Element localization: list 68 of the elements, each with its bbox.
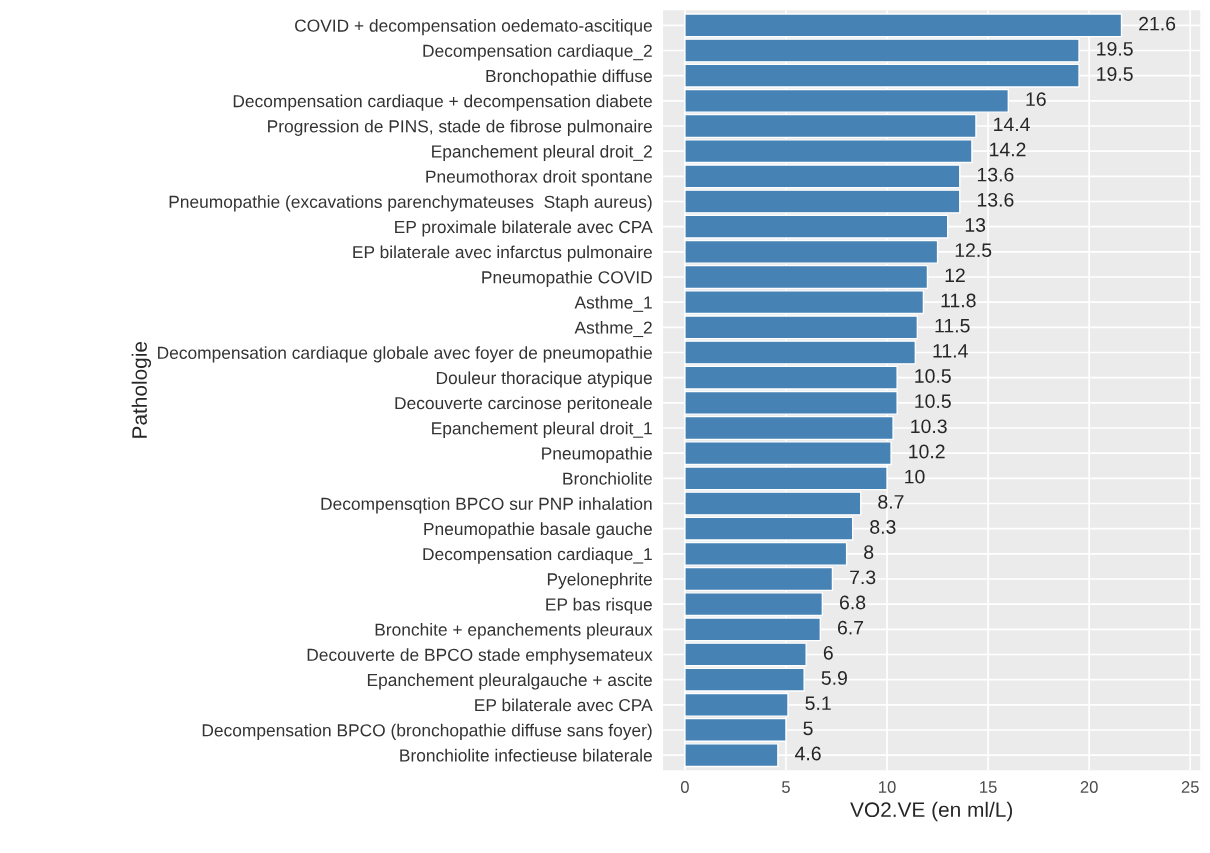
y-tick-label: Decompensation cardiaque + decompensation diabete bbox=[233, 94, 652, 111]
y-tick-label: Asthme_1 bbox=[574, 295, 652, 312]
x-axis-title: VO2.VE (en ml/L) bbox=[850, 801, 1013, 822]
y-tick-label: Decouverte de BPCO stade emphysemateux bbox=[307, 648, 653, 665]
y-tick-label: Pneumothorax droit spontane bbox=[426, 170, 652, 187]
data-label: 10.5 bbox=[915, 394, 951, 409]
y-tick-label: Bronchiolite infectieuse bilaterale bbox=[400, 748, 652, 762]
data-label: 11.8 bbox=[941, 293, 976, 308]
data-label: 16 bbox=[1026, 92, 1046, 107]
x-tick-label: 5 bbox=[782, 781, 790, 793]
y-tick-label: Decompensqtion BPCO sur PNP inhalation bbox=[321, 497, 652, 514]
y-tick-label: Epanchement pleuralgauche + ascite bbox=[367, 673, 652, 690]
y-tick-label: EP bilaterale avec CPA bbox=[475, 698, 653, 712]
y-axis-title: Pathologie bbox=[131, 341, 152, 438]
data-label: 10.5 bbox=[915, 369, 951, 383]
x-tick-label: 25 bbox=[1181, 781, 1199, 793]
y-tick-label: Bronchopathie diffuse bbox=[486, 69, 652, 86]
y-tick-label: Progression de PINS, stade de fibrose pulmonaire bbox=[268, 119, 652, 136]
data-label: 21.6 bbox=[1139, 16, 1176, 31]
data-label: 12.5 bbox=[955, 243, 992, 258]
data-label: 5.9 bbox=[821, 671, 847, 685]
data-label: 10.3 bbox=[911, 419, 947, 434]
y-tick-label: Decouverte carcinose peritoneale bbox=[395, 396, 652, 413]
data-label: 10 bbox=[905, 469, 925, 484]
data-label: 13.6 bbox=[977, 167, 1014, 182]
y-tick-label: Pneumopathie (excavations parenchymateuses Staph aureus) bbox=[169, 195, 652, 212]
data-label: 13.6 bbox=[977, 192, 1014, 207]
y-tick-label: Epanchement pleural droit_2 bbox=[432, 144, 652, 162]
x-tick-label: 0 bbox=[680, 781, 689, 793]
data-label: 13 bbox=[965, 218, 986, 232]
x-tick-label: 15 bbox=[980, 781, 997, 793]
y-tick-label: Decompensation cardiaque_1 bbox=[423, 547, 652, 564]
y-tick-label: Decompensation cardiaque_2 bbox=[423, 44, 652, 61]
data-label: 14.2 bbox=[990, 142, 1026, 157]
data-label: 8 bbox=[864, 545, 874, 560]
data-label: 8.7 bbox=[878, 494, 904, 509]
x-tick-label: 20 bbox=[1080, 781, 1098, 793]
y-tick-label: EP proximale bilaterale avec CPA bbox=[395, 220, 653, 237]
y-tick-label: Douleur thoracique atypique bbox=[436, 371, 652, 388]
y-tick-label: Pyelonephrite bbox=[547, 572, 652, 589]
data-label: 5.1 bbox=[805, 696, 831, 711]
data-label: 19.5 bbox=[1097, 41, 1133, 56]
y-tick-label: COVID + decompensation oedemato-ascitique bbox=[295, 19, 652, 36]
y-tick-label: Epanchement pleural droit_1 bbox=[432, 421, 652, 438]
y-tick-label: Pneumopathie bbox=[542, 446, 652, 464]
y-tick-label: Bronchite + epanchements pleuraux bbox=[375, 623, 653, 640]
data-label: 4.6 bbox=[795, 746, 821, 761]
data-label: 19.5 bbox=[1097, 67, 1133, 81]
y-tick-label: Decompensation cardiaque globale avec foyer de pneumopathie bbox=[158, 346, 652, 363]
data-label: 11.4 bbox=[933, 344, 968, 358]
y-tick-label: Pneumopathie basale gauche bbox=[424, 522, 652, 539]
data-label: 12 bbox=[945, 268, 965, 283]
y-tick-label: Decompensation BPCO (bronchopathie diffuse sans foyer) bbox=[202, 723, 652, 740]
data-label: 14.4 bbox=[994, 117, 1030, 132]
data-label: 7.3 bbox=[850, 570, 876, 585]
data-label: 6.8 bbox=[840, 595, 866, 610]
data-label: 8.3 bbox=[870, 520, 896, 534]
data-label: 10.2 bbox=[909, 444, 945, 459]
y-tick-label: Bronchiolite bbox=[563, 472, 652, 485]
data-label: 6.7 bbox=[837, 620, 864, 635]
data-label: 5 bbox=[803, 721, 813, 736]
y-tick-label: Asthme_2 bbox=[574, 321, 652, 338]
x-tick-label: 10 bbox=[879, 781, 896, 793]
data-label: 11.5 bbox=[935, 318, 970, 333]
y-tick-label: EP bas risque bbox=[546, 597, 652, 615]
y-tick-label: Pneumopathie COVID bbox=[482, 270, 652, 287]
y-tick-label: EP bilaterale avec infarctus pulmonaire bbox=[353, 245, 652, 262]
data-label: 6 bbox=[823, 645, 833, 660]
